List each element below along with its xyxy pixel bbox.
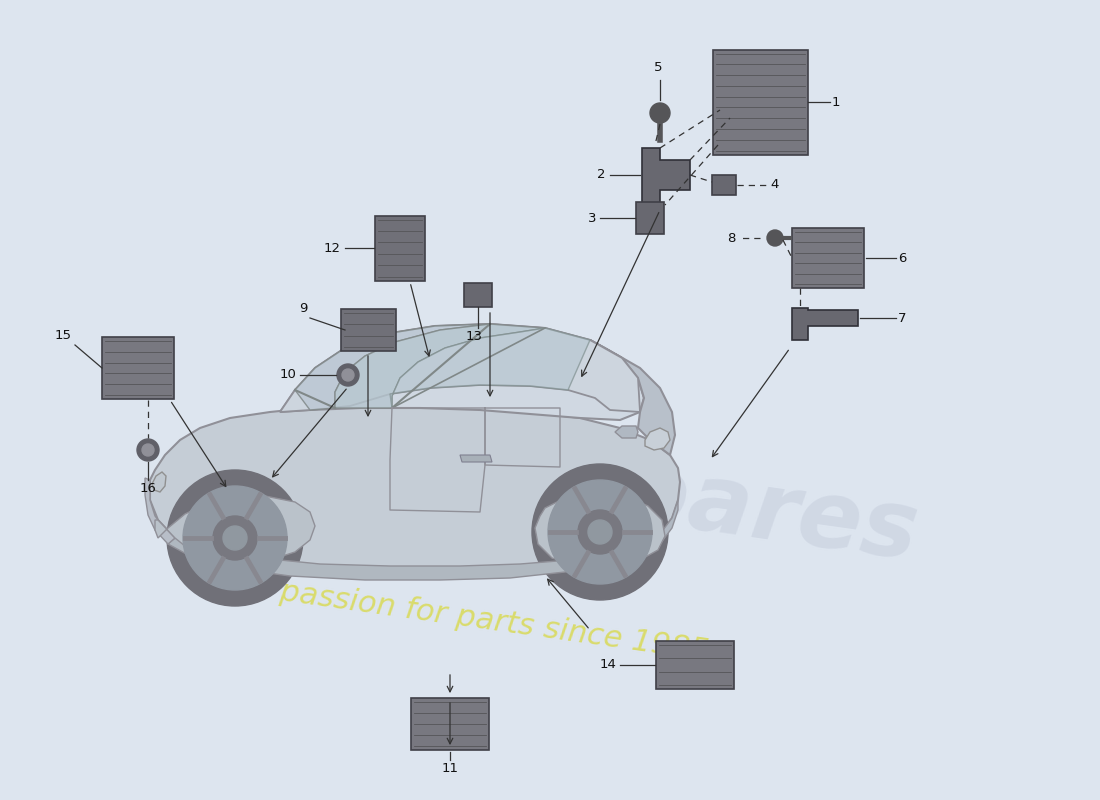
Polygon shape bbox=[615, 426, 638, 438]
Text: 16: 16 bbox=[140, 482, 156, 495]
Text: 1: 1 bbox=[832, 95, 840, 109]
Text: 14: 14 bbox=[600, 658, 616, 671]
Circle shape bbox=[183, 486, 287, 590]
Text: a passion for parts since 1985: a passion for parts since 1985 bbox=[250, 573, 711, 666]
Circle shape bbox=[588, 520, 612, 544]
Text: 8: 8 bbox=[727, 231, 736, 245]
Polygon shape bbox=[280, 324, 644, 420]
Bar bbox=[464, 283, 492, 307]
Bar bbox=[712, 175, 736, 195]
Circle shape bbox=[342, 369, 354, 381]
Text: 9: 9 bbox=[299, 302, 308, 315]
Text: 6: 6 bbox=[898, 251, 906, 265]
Text: 12: 12 bbox=[324, 242, 341, 254]
Text: 5: 5 bbox=[653, 61, 662, 74]
Polygon shape bbox=[155, 496, 315, 562]
Polygon shape bbox=[168, 538, 643, 580]
Text: 2: 2 bbox=[597, 169, 606, 182]
Polygon shape bbox=[640, 500, 678, 550]
Circle shape bbox=[548, 480, 652, 584]
Polygon shape bbox=[535, 494, 666, 566]
Polygon shape bbox=[295, 324, 490, 410]
Polygon shape bbox=[460, 455, 492, 462]
Circle shape bbox=[767, 230, 783, 246]
Circle shape bbox=[138, 439, 160, 461]
Polygon shape bbox=[145, 478, 175, 544]
Bar bbox=[375, 215, 425, 281]
Circle shape bbox=[650, 103, 670, 123]
Polygon shape bbox=[645, 428, 670, 450]
Circle shape bbox=[142, 444, 154, 456]
Text: 11: 11 bbox=[441, 762, 459, 775]
Bar bbox=[636, 202, 664, 234]
Circle shape bbox=[578, 510, 621, 554]
Text: 7: 7 bbox=[898, 311, 906, 325]
Bar bbox=[102, 337, 174, 399]
Text: 10: 10 bbox=[279, 369, 296, 382]
Polygon shape bbox=[590, 340, 675, 455]
Polygon shape bbox=[390, 328, 590, 408]
Polygon shape bbox=[152, 472, 166, 492]
Bar bbox=[341, 309, 396, 351]
Bar bbox=[411, 698, 490, 750]
Polygon shape bbox=[336, 324, 544, 408]
Polygon shape bbox=[792, 308, 858, 340]
Bar bbox=[792, 228, 864, 288]
Polygon shape bbox=[150, 406, 680, 570]
Circle shape bbox=[213, 516, 257, 560]
Bar bbox=[713, 50, 807, 154]
Bar bbox=[656, 641, 734, 689]
Circle shape bbox=[167, 470, 302, 606]
Circle shape bbox=[223, 526, 248, 550]
Polygon shape bbox=[280, 324, 640, 412]
Text: 13: 13 bbox=[465, 330, 483, 343]
Polygon shape bbox=[642, 148, 690, 205]
Text: 3: 3 bbox=[587, 211, 596, 225]
Text: 4: 4 bbox=[770, 178, 779, 191]
Text: 15: 15 bbox=[55, 329, 72, 342]
Circle shape bbox=[337, 364, 359, 386]
Circle shape bbox=[532, 464, 668, 600]
Text: eurospares: eurospares bbox=[320, 406, 924, 580]
